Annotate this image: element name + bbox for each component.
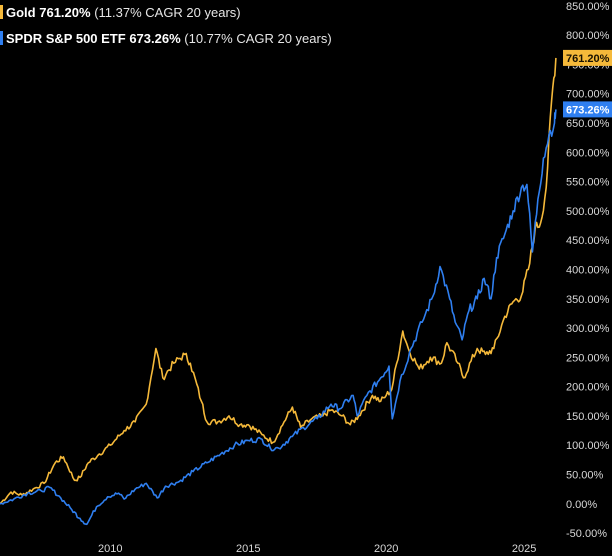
y-tick-label: 100.00% — [566, 440, 610, 452]
x-axis: 2010 2015 2020 2025 — [98, 543, 536, 555]
y-tick-label: 550.00% — [566, 177, 610, 189]
legend-spy-value: 673.26% — [129, 31, 181, 46]
x-tick-label: 2015 — [236, 543, 260, 555]
series-line-1 — [0, 109, 557, 526]
legend-gold-swatch — [0, 5, 3, 19]
end-label-1: 673.26% — [563, 101, 612, 118]
y-tick-label: 500.00% — [566, 206, 610, 218]
y-tick-label: 700.00% — [566, 89, 610, 101]
legend-spy: SPDR S&P 500 ETF 673.26% (10.77% CAGR 20… — [0, 31, 332, 46]
legend-spy-detail: (10.77% CAGR 20 years) — [184, 31, 332, 46]
legend-spy-name: SPDR S&P 500 ETF — [6, 31, 126, 46]
y-tick-label: 450.00% — [566, 235, 610, 247]
end-label-box — [563, 101, 612, 118]
legend-spy-swatch — [0, 31, 3, 45]
x-tick-label: 2025 — [512, 543, 536, 555]
y-tick-label: 350.00% — [566, 294, 610, 306]
y-tick-label: 250.00% — [566, 352, 610, 364]
y-tick-label: 800.00% — [566, 30, 610, 42]
legend-gold: Gold 761.20% (11.37% CAGR 20 years) — [0, 5, 241, 20]
y-tick-label: 650.00% — [566, 118, 610, 130]
y-tick-label: 600.00% — [566, 147, 610, 159]
series-layer — [0, 57, 557, 526]
y-tick-label: 200.00% — [566, 382, 610, 394]
y-tick-label: 0.00% — [566, 499, 597, 511]
end-label-box — [563, 49, 612, 66]
y-axis: -50.00% 0.00% 50.00% 100.00% 150.00% 200.00% 2… — [566, 1, 610, 540]
x-tick-label: 2010 — [98, 543, 122, 555]
y-tick-label: 400.00% — [566, 265, 610, 277]
y-tick-label: 50.00% — [566, 470, 604, 482]
y-tick-label: 850.00% — [566, 1, 610, 13]
end-label-text: 761.20% — [566, 53, 610, 65]
x-tick-label: 2020 — [374, 543, 398, 555]
legend-gold-value: 761.20% — [39, 5, 91, 20]
legend-gold-name: Gold — [6, 5, 36, 20]
end-labels: 761.20% 673.26% — [563, 49, 612, 118]
y-tick-label: 300.00% — [566, 323, 610, 335]
end-label-text: 673.26% — [566, 104, 610, 116]
series-line-0 — [0, 57, 557, 505]
y-tick-label: 150.00% — [566, 411, 610, 423]
end-label-0: 761.20% — [563, 49, 612, 66]
y-tick-label: -50.00% — [566, 528, 607, 540]
legend-gold-detail: (11.37% CAGR 20 years) — [94, 5, 241, 20]
